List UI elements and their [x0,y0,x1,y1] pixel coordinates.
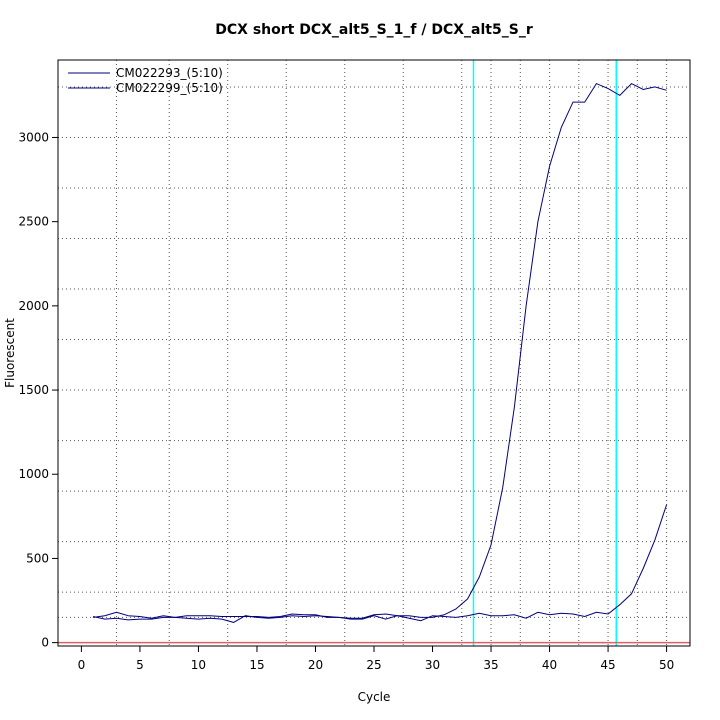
y-tick-label: 500 [26,551,49,565]
series-line-2 [92,504,668,623]
y-axis-label: Fluorescent [3,318,17,388]
grid-lines [58,60,690,646]
y-tick-label: 3000 [18,130,49,144]
y-tick-label: 1000 [18,467,49,481]
y-tick-label: 1500 [18,383,49,397]
legend: CM022293_(5:10)CM022299_(5:10) [68,66,223,95]
legend-label-2: CM022299_(5:10) [116,81,223,95]
x-tick-label: 5 [136,658,144,672]
y-tick-label: 2000 [18,299,49,313]
y-tick-label: 0 [41,636,49,650]
x-tick-label: 35 [483,658,498,672]
x-axis: 0 5 10 15 20 25 30 35 40 45 50 [78,646,674,672]
chart-title: DCX short DCX_alt5_S_1_f / DCX_alt5_S_r [215,22,533,38]
threshold-lines [472,60,618,646]
x-tick-label: 10 [191,658,206,672]
x-tick-label: 25 [366,658,381,672]
x-axis-label: Cycle [358,690,391,704]
series-lines [92,82,668,623]
x-tick-label: 20 [308,658,323,672]
x-tick-label: 0 [78,658,86,672]
y-tick-label: 2500 [18,215,49,229]
x-tick-label: 15 [249,658,264,672]
series-line-1 [93,82,667,619]
legend-label-1: CM022293_(5:10) [116,66,223,80]
x-tick-label: 30 [425,658,440,672]
y-axis: 0 500 1000 1500 2000 2500 3000 [18,130,58,650]
x-tick-label: 40 [542,658,557,672]
x-tick-label: 45 [600,658,615,672]
x-tick-label: 50 [659,658,674,672]
